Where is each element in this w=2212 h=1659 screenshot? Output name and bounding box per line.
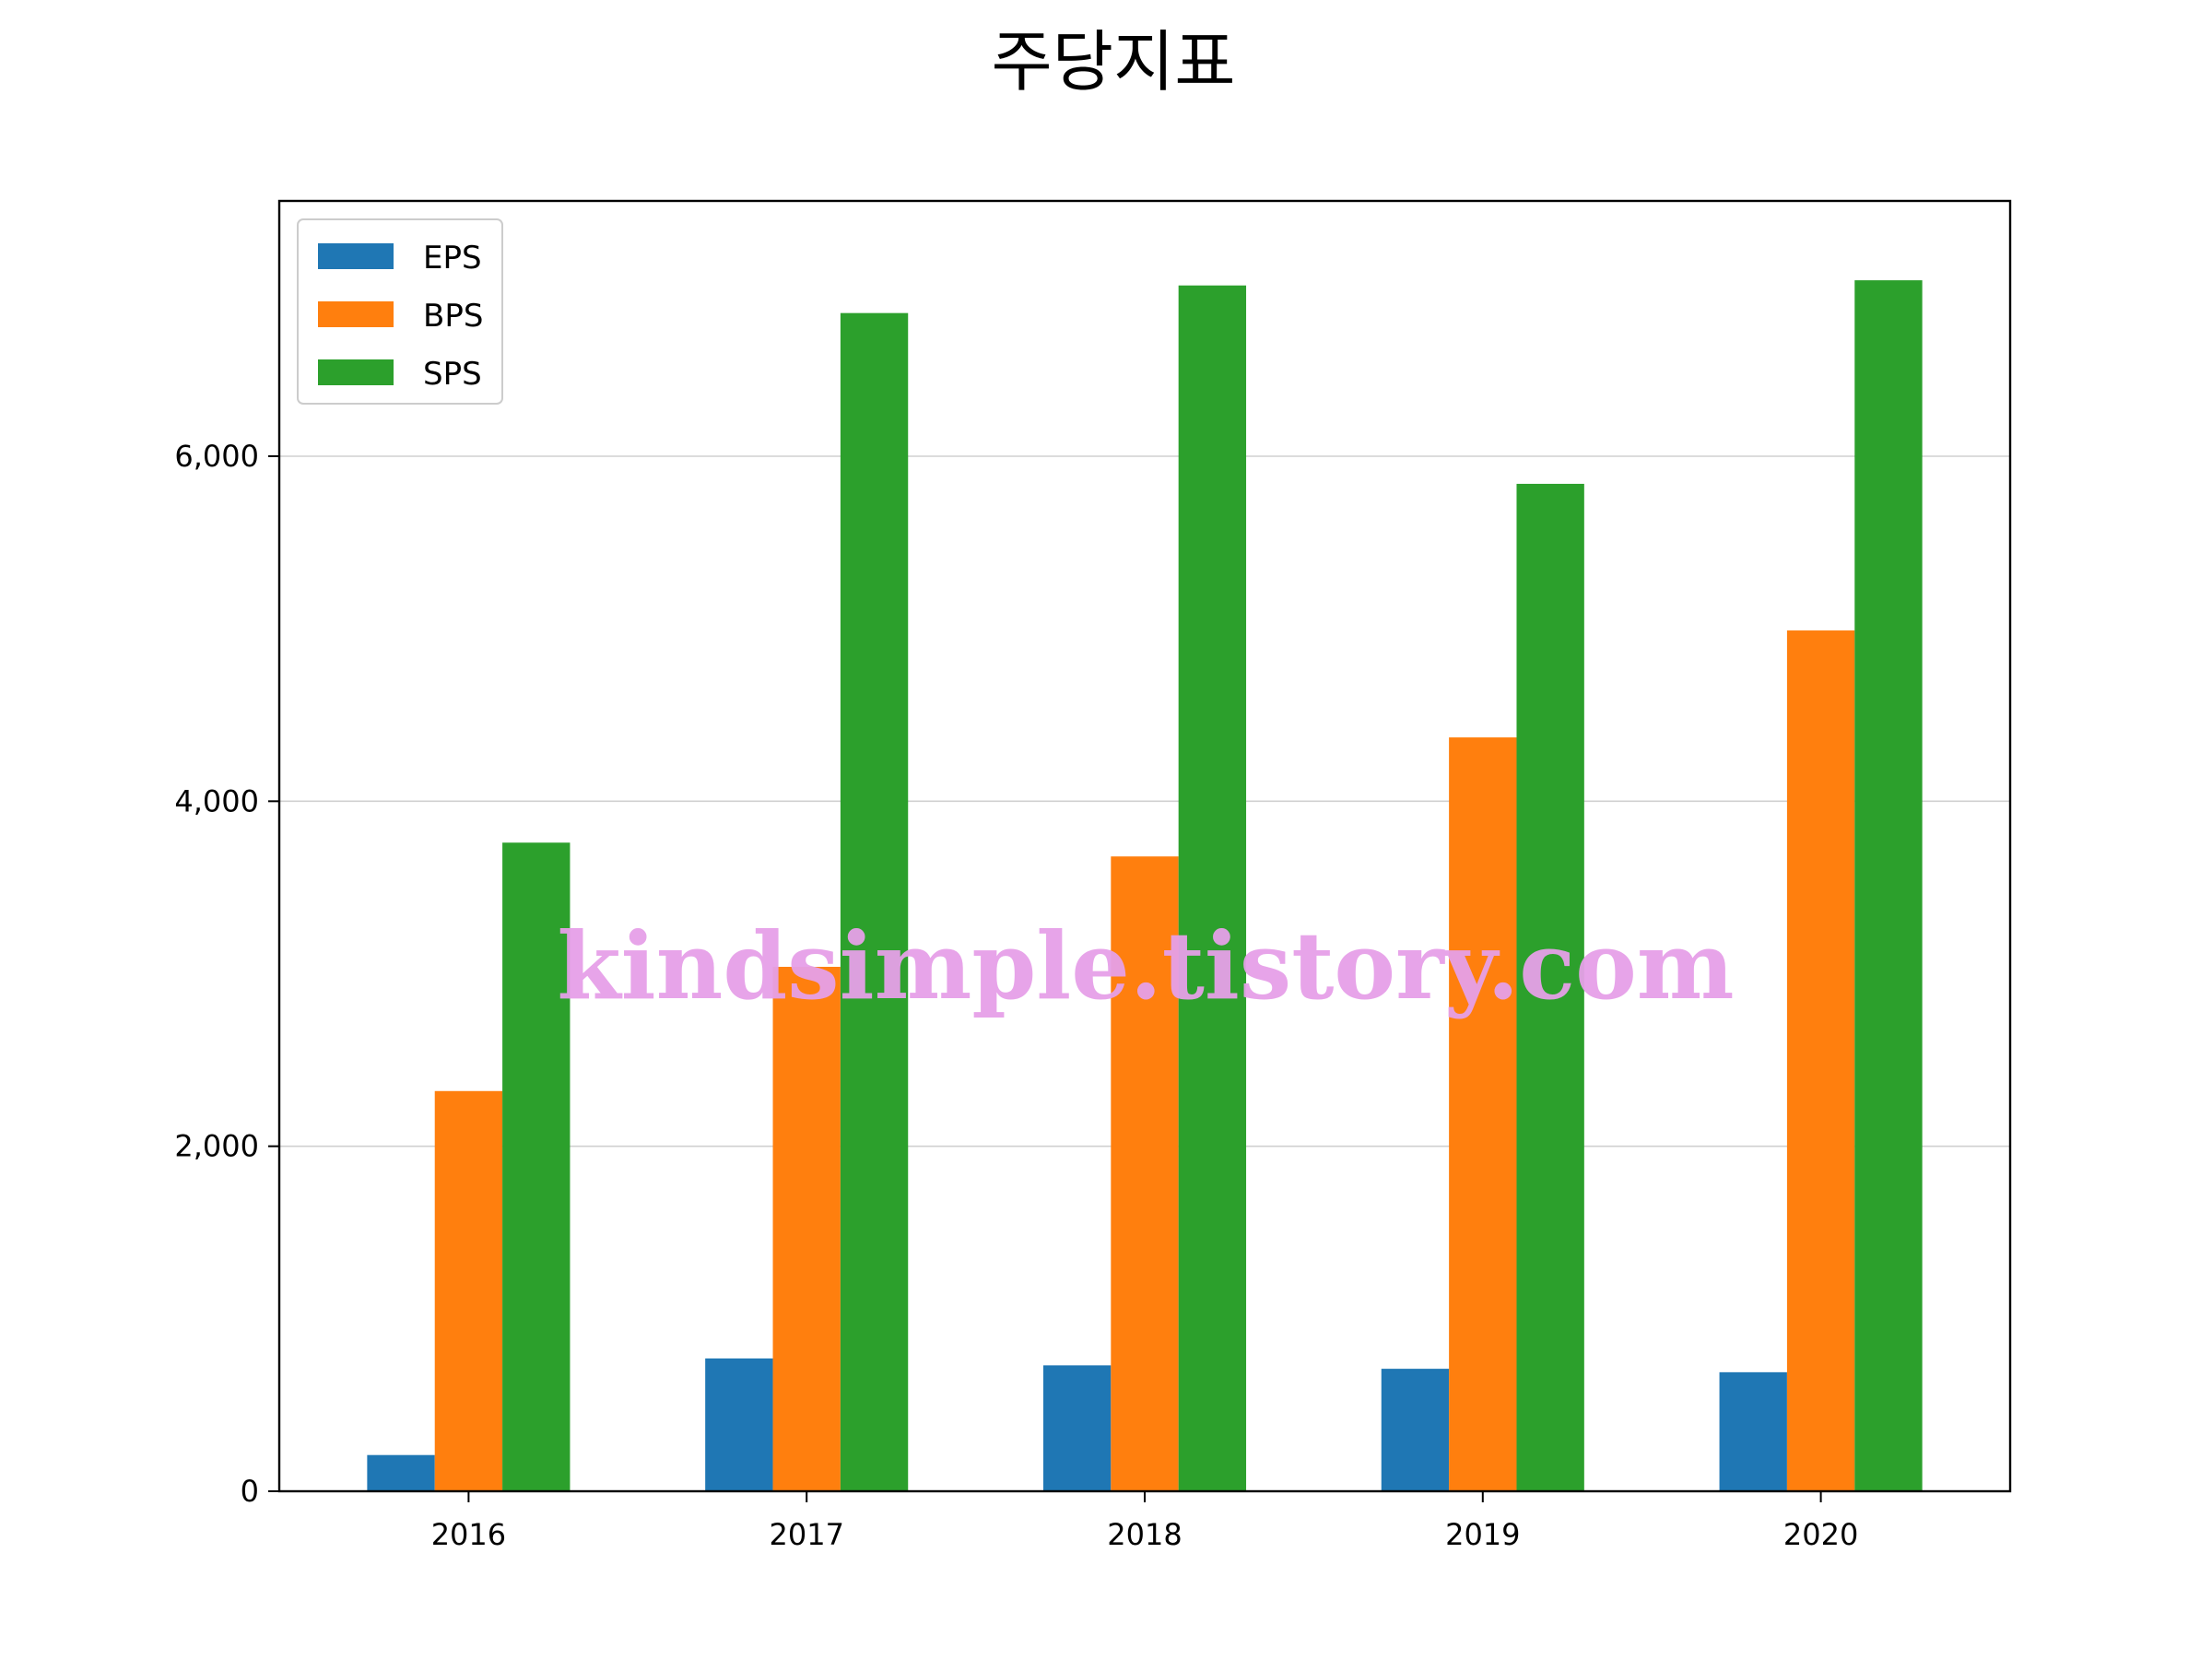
bar-sps-2018 [1178,285,1247,1492]
bar-sps-2017 [840,312,909,1492]
legend-label-eps: EPS [423,240,482,276]
bar-sps-2020 [1854,280,1923,1492]
bar-sps-2016 [502,842,571,1491]
legend-swatch-sps [318,359,394,385]
x-tick-label: 2020 [1783,1517,1858,1552]
bar-bps-2019 [1449,737,1517,1491]
x-tick-label: 2016 [431,1517,506,1552]
x-tick-label: 2019 [1445,1517,1520,1552]
bar-bps-2017 [772,967,841,1491]
y-tick-label: 0 [241,1474,259,1509]
y-tick-label: 4,000 [174,783,259,818]
legend: EPS BPS SPS [297,218,503,405]
bar-sps-2019 [1516,483,1584,1491]
bar-eps-2018 [1042,1365,1112,1491]
bar-eps-2019 [1381,1369,1450,1491]
bar-eps-2020 [1719,1371,1787,1491]
legend-label-sps: SPS [423,356,482,393]
legend-swatch-bps [318,301,394,327]
bar-bps-2018 [1111,856,1179,1491]
watermark: kindsimple.tistory.com [557,912,1734,1020]
y-axis: 0 2,000 4,000 6,000 [174,439,279,1509]
bar-eps-2016 [367,1454,435,1491]
x-tick-label: 2018 [1107,1517,1182,1552]
bar-bps-2016 [434,1090,503,1491]
bar-eps-2017 [705,1358,773,1491]
legend-swatch-eps [318,243,394,269]
bars [367,280,1923,1492]
y-tick-label: 6,000 [174,439,259,474]
bar-bps-2020 [1786,630,1855,1491]
x-axis: 2016 2017 2018 2019 2020 [431,1491,1858,1552]
y-tick-label: 2,000 [174,1129,259,1164]
legend-label-bps: BPS [423,298,483,335]
chart-title: 주당지표 [992,23,1236,100]
x-tick-label: 2017 [769,1517,843,1552]
